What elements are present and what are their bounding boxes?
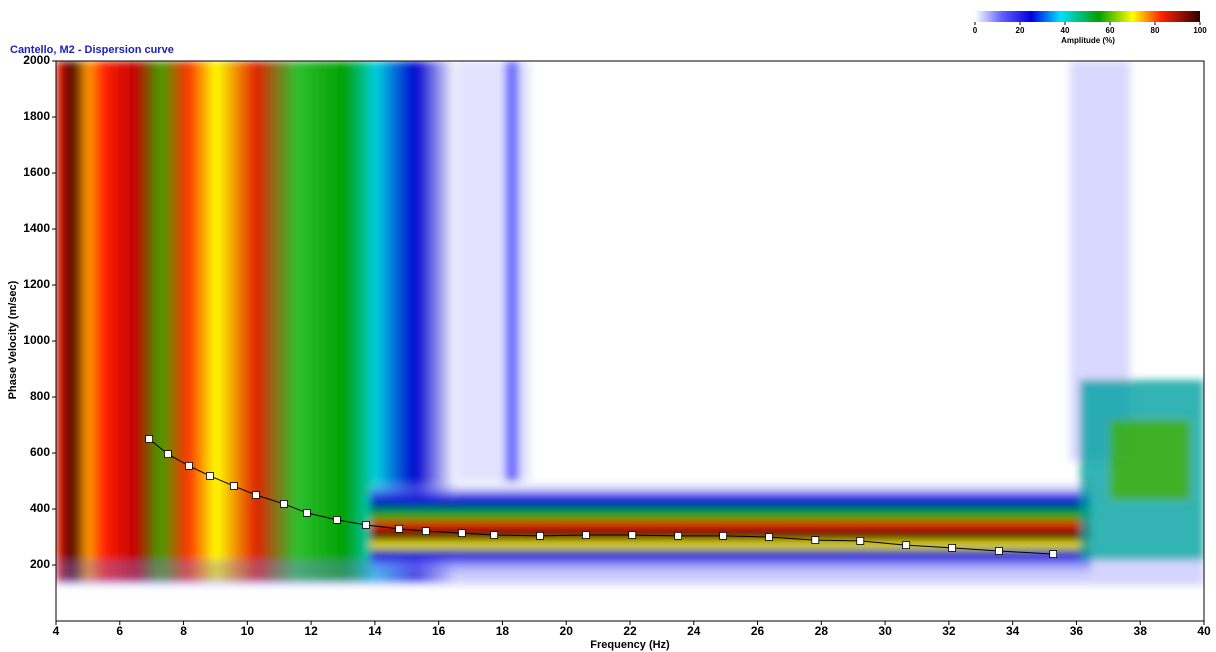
dispersion-point	[280, 500, 288, 508]
dispersion-point	[164, 450, 172, 459]
dispersion-point	[230, 482, 238, 490]
colorbar-tick-label: 40	[1061, 26, 1070, 35]
colorbar-tick-label: 80	[1151, 26, 1160, 35]
dispersion-point	[948, 544, 956, 552]
x-tick-label: 12	[304, 624, 318, 638]
x-tick-label: 28	[815, 624, 829, 638]
dispersion-point	[252, 491, 260, 499]
colorbar-tick-label: 100	[1193, 26, 1207, 35]
y-tick-label: 400	[30, 501, 50, 515]
dispersion-point	[395, 524, 404, 533]
y-tick-label: 800	[30, 389, 50, 403]
dispersion-point	[1049, 550, 1058, 558]
dispersion-point	[490, 531, 499, 539]
dispersion-point	[628, 531, 637, 539]
x-tick-label: 40	[1197, 624, 1211, 638]
dispersion-point	[765, 533, 773, 541]
y-axis-label: Phase Velocity (m/sec)	[7, 280, 19, 399]
x-tick-label: 34	[1006, 624, 1020, 638]
x-tick-label: 22	[623, 624, 637, 638]
y-tick-label: 200	[30, 557, 50, 571]
y-tick-label: 1600	[23, 165, 50, 179]
dispersion-point	[458, 529, 466, 537]
dispersion-point	[303, 509, 311, 517]
colorbar-tick-label: 20	[1016, 26, 1025, 35]
y-tick-label: 1400	[23, 221, 50, 235]
dispersion-point	[902, 541, 911, 550]
y-tick-label: 1800	[23, 109, 50, 123]
x-tick-label: 14	[368, 624, 382, 638]
dispersion-point	[811, 536, 820, 544]
colorbar	[975, 11, 1200, 22]
x-tick-label: 36	[1070, 624, 1084, 638]
x-tick-label: 38	[1134, 624, 1148, 638]
dispersion-point	[582, 531, 590, 539]
colorbar-tick-label: 60	[1106, 26, 1115, 35]
dispersion-point	[362, 521, 370, 529]
dispersion-point	[536, 531, 544, 540]
colorbar-tick-label: 0	[973, 26, 978, 35]
y-tick-label: 1000	[23, 333, 50, 347]
x-tick-label: 16	[432, 624, 446, 638]
chart-title: Cantello, M2 - Dispersion curve	[10, 44, 174, 56]
dispersion-point	[422, 527, 430, 536]
x-tick-label: 18	[496, 624, 510, 638]
dispersion-point	[856, 537, 865, 545]
dispersion-point	[995, 547, 1003, 555]
y-tick-label: 1200	[23, 277, 50, 291]
colorbar-title: Amplitude (%)	[1061, 36, 1115, 45]
x-tick-label: 4	[53, 624, 60, 638]
dispersion-point	[145, 435, 154, 443]
x-tick-label: 6	[116, 624, 123, 638]
dispersion-point	[674, 531, 683, 540]
amplitude-image	[56, 61, 1204, 585]
y-tick-label: 2000	[23, 53, 50, 67]
y-tick-label: 600	[30, 445, 50, 459]
x-tick-label: 32	[942, 624, 956, 638]
dispersion-point	[719, 531, 728, 540]
dispersion-point	[333, 516, 341, 524]
x-tick-label: 20	[560, 624, 574, 638]
x-tick-label: 8	[180, 624, 187, 638]
x-tick-label: 10	[241, 624, 255, 638]
x-axis-label: Frequency (Hz)	[590, 639, 670, 651]
x-tick-label: 30	[878, 624, 892, 638]
x-tick-label: 24	[687, 624, 701, 638]
dispersion-point	[206, 472, 214, 480]
dispersion-point	[185, 461, 193, 470]
x-tick-label: 26	[751, 624, 765, 638]
